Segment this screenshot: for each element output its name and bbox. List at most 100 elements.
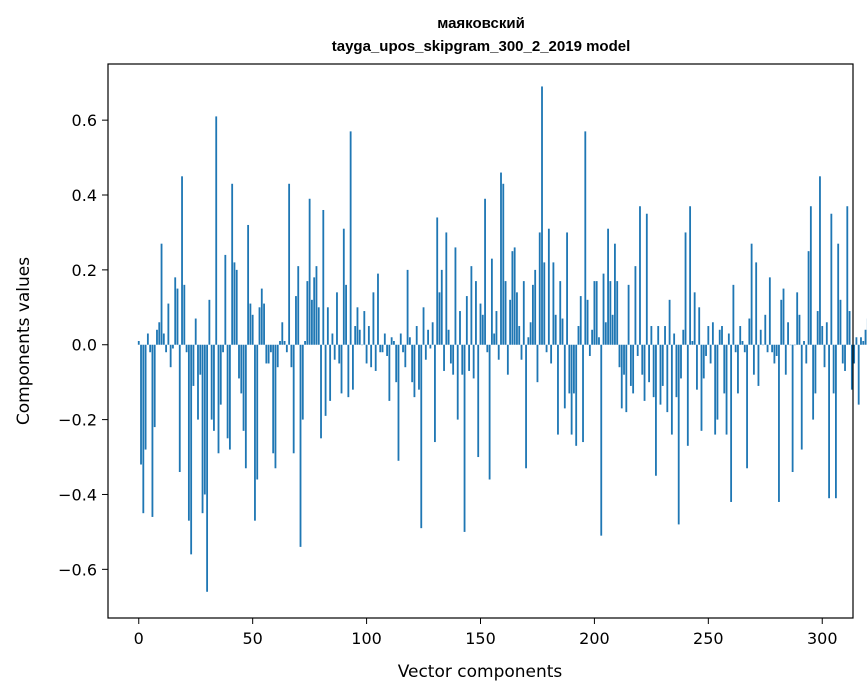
bar-13 [167, 303, 170, 345]
bar-69 [295, 296, 297, 345]
bar-31 [208, 299, 211, 345]
bar-34 [215, 116, 218, 345]
bar-12 [165, 344, 168, 353]
bar-4 [146, 333, 149, 345]
bar-184 [557, 344, 559, 435]
bar-56 [265, 344, 268, 364]
bar-312 [848, 311, 851, 345]
bar-265 [741, 341, 744, 345]
bar-159 [500, 172, 502, 345]
bar-118 [406, 269, 409, 345]
bar-123 [418, 344, 420, 390]
bar-287 [791, 344, 794, 473]
bar-52 [256, 344, 259, 480]
x-tick-label: 200 [579, 629, 610, 648]
bar-108 [383, 333, 386, 345]
bar-116 [402, 344, 404, 353]
bar-222 [643, 344, 646, 401]
x-tick-label: 50 [242, 629, 262, 648]
bar-316 [857, 344, 860, 405]
bar-132 [438, 292, 441, 345]
bar-311 [846, 206, 849, 345]
bar-238 [680, 344, 682, 379]
bar-211 [618, 344, 621, 368]
bar-146 [470, 266, 473, 345]
bar-145 [468, 344, 471, 371]
bar-96 [356, 307, 359, 345]
bar-317 [860, 337, 862, 345]
chart-subtitle: tayga_upos_skipgram_300_2_2019 model [332, 38, 631, 55]
bar-189 [568, 344, 571, 394]
bar-3 [144, 344, 147, 450]
bar-51 [254, 344, 256, 521]
bar-89 [340, 344, 343, 394]
bar-60 [274, 344, 277, 469]
bar-176 [538, 232, 541, 345]
bar-160 [502, 183, 505, 345]
bar-294 [807, 251, 810, 345]
bar-314 [853, 344, 856, 364]
bar-124 [420, 344, 423, 529]
bar-94 [352, 344, 354, 390]
bar-114 [397, 344, 400, 461]
bar-62 [279, 341, 281, 345]
bar-221 [641, 344, 644, 375]
bar-127 [427, 329, 430, 345]
bar-199 [591, 329, 594, 345]
bar-57 [267, 344, 270, 364]
bar-203 [600, 344, 603, 536]
bar-9 [158, 322, 161, 345]
bar-309 [841, 344, 844, 364]
bar-307 [837, 243, 840, 345]
bar-24 [192, 344, 195, 386]
bar-95 [354, 326, 357, 345]
bar-143 [463, 344, 466, 532]
bar-168 [520, 344, 523, 360]
x-axis: 0 50 100 150 200 250 300 [134, 618, 838, 648]
bar-193 [577, 326, 580, 345]
bar-142 [461, 344, 464, 375]
bar-236 [675, 344, 678, 398]
bar-104 [374, 344, 377, 371]
y-tick-label: 0.4 [72, 186, 97, 205]
bar-175 [536, 344, 539, 383]
bar-178 [543, 262, 546, 345]
bar-100 [365, 344, 368, 364]
bar-130 [434, 344, 436, 443]
bar-256 [721, 326, 723, 345]
bar-78 [315, 266, 318, 345]
bar-218 [634, 266, 637, 345]
bar-35 [217, 344, 220, 454]
bar-200 [593, 281, 596, 345]
bar-27 [199, 344, 202, 375]
bar-107 [381, 344, 384, 353]
bar-213 [623, 344, 625, 375]
bar-23 [190, 344, 193, 555]
bar-20 [183, 284, 186, 345]
bar-277 [768, 277, 771, 345]
bar-119 [408, 337, 411, 345]
bar-76 [311, 299, 313, 345]
bar-53 [258, 307, 261, 345]
bar-167 [518, 326, 521, 345]
bar-47 [244, 344, 247, 469]
bar-44 [238, 344, 240, 379]
bar-315 [855, 337, 858, 345]
bar-220 [639, 206, 641, 345]
bar-235 [673, 333, 676, 345]
bar-298 [816, 311, 819, 345]
bar-115 [399, 333, 402, 345]
bar-289 [796, 292, 799, 345]
bar-303 [828, 344, 830, 499]
bar-73 [304, 341, 306, 345]
bar-83 [326, 307, 329, 345]
bar-128 [429, 344, 432, 349]
bar-39 [226, 344, 229, 439]
bar-237 [677, 344, 680, 525]
bar-271 [755, 262, 758, 345]
bar-166 [516, 292, 518, 345]
bar-41 [231, 183, 234, 345]
bar-284 [784, 344, 787, 375]
bar-228 [657, 326, 660, 345]
bar-206 [607, 228, 609, 345]
